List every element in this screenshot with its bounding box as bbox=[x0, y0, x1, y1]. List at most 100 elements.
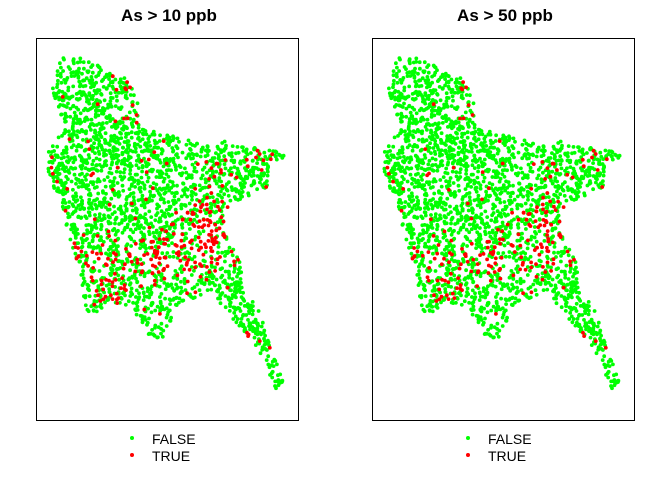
well-point-false bbox=[517, 188, 521, 193]
well-point-false bbox=[68, 237, 73, 242]
well-point-true bbox=[207, 210, 212, 215]
well-point-false bbox=[572, 282, 577, 286]
well-point-false bbox=[227, 309, 232, 313]
well-point-false bbox=[103, 138, 108, 143]
well-point-false bbox=[404, 106, 409, 111]
well-point-true bbox=[156, 245, 161, 250]
well-point-false bbox=[151, 181, 156, 186]
well-point-true bbox=[185, 291, 190, 296]
well-point-false bbox=[465, 286, 470, 291]
well-point-false bbox=[142, 205, 147, 210]
well-point-false bbox=[142, 186, 147, 191]
well-point-false bbox=[449, 300, 454, 305]
well-point-true bbox=[106, 256, 110, 261]
well-point-false bbox=[217, 184, 222, 189]
well-point-false bbox=[234, 286, 238, 291]
well-point-true bbox=[110, 187, 115, 192]
well-point-false bbox=[423, 156, 428, 160]
well-point-false bbox=[182, 281, 187, 286]
well-point-false bbox=[227, 245, 232, 250]
well-point-false bbox=[483, 209, 488, 214]
well-point-false bbox=[239, 191, 244, 196]
well-point-false bbox=[155, 304, 160, 309]
well-point-false bbox=[232, 311, 237, 315]
well-point-false bbox=[73, 166, 78, 171]
well-point-false bbox=[495, 170, 499, 174]
well-point-false bbox=[59, 80, 64, 85]
well-point-false bbox=[497, 179, 502, 184]
well-point-false bbox=[465, 236, 469, 241]
well-point-false bbox=[154, 275, 158, 279]
well-point-false bbox=[180, 299, 185, 303]
well-point-false bbox=[234, 151, 238, 156]
well-point-false bbox=[484, 144, 489, 148]
well-point-false bbox=[421, 96, 425, 101]
well-point-false bbox=[552, 146, 557, 151]
well-point-false bbox=[87, 124, 92, 129]
well-point-false bbox=[73, 229, 78, 234]
well-point-false bbox=[582, 193, 587, 198]
well-point-false bbox=[86, 153, 91, 157]
well-point-false bbox=[551, 220, 556, 225]
well-point-false bbox=[55, 144, 60, 149]
well-point-false bbox=[55, 171, 60, 175]
well-point-false bbox=[434, 200, 439, 205]
well-point-true bbox=[219, 170, 224, 175]
well-point-false bbox=[577, 313, 581, 318]
well-point-false bbox=[507, 254, 512, 259]
well-point-false bbox=[167, 283, 172, 288]
well-point-false bbox=[522, 258, 527, 262]
well-point-false bbox=[464, 168, 469, 173]
well-point-true bbox=[232, 263, 237, 268]
well-point-false bbox=[187, 201, 192, 206]
well-point-true bbox=[121, 266, 126, 271]
well-point-false bbox=[562, 296, 567, 300]
well-point-false bbox=[171, 134, 175, 139]
well-point-false bbox=[131, 230, 136, 235]
well-point-false bbox=[264, 358, 269, 362]
well-point-false bbox=[73, 234, 78, 238]
well-point-false bbox=[496, 307, 500, 312]
well-point-true bbox=[214, 228, 219, 233]
well-point-false bbox=[220, 291, 225, 295]
well-point-false bbox=[417, 138, 421, 142]
well-point-true bbox=[106, 229, 111, 234]
well-point-false bbox=[494, 219, 499, 224]
well-point-false bbox=[472, 153, 477, 158]
well-point-false bbox=[440, 121, 445, 125]
well-point-false bbox=[268, 373, 272, 377]
well-point-false bbox=[205, 170, 209, 175]
well-point-false bbox=[598, 172, 603, 176]
well-point-false bbox=[140, 320, 145, 325]
well-point-false bbox=[574, 309, 579, 313]
well-point-false bbox=[385, 153, 389, 158]
well-point-true bbox=[110, 74, 115, 79]
well-point-false bbox=[136, 198, 141, 203]
well-point-false bbox=[505, 186, 510, 190]
well-point-false bbox=[91, 246, 96, 251]
well-point-false bbox=[144, 132, 149, 137]
well-point-false bbox=[565, 282, 570, 287]
well-point-false bbox=[435, 238, 440, 243]
well-point-false bbox=[179, 279, 183, 284]
well-point-true bbox=[201, 217, 206, 222]
well-point-false bbox=[174, 303, 179, 307]
well-point-false bbox=[96, 73, 101, 77]
well-point-false bbox=[440, 74, 445, 79]
well-point-false bbox=[71, 117, 76, 121]
well-point-false bbox=[241, 290, 246, 295]
well-point-false bbox=[120, 177, 124, 182]
well-point-false bbox=[422, 210, 427, 215]
well-point-false bbox=[216, 287, 221, 292]
well-point-false bbox=[259, 332, 263, 337]
well-point-false bbox=[432, 73, 437, 77]
well-point-false bbox=[216, 192, 221, 197]
well-point-true bbox=[63, 208, 68, 213]
well-point-false bbox=[124, 197, 129, 202]
well-point-false bbox=[87, 206, 91, 211]
well-point-true bbox=[196, 248, 201, 253]
well-point-false bbox=[492, 335, 496, 340]
well-point-false bbox=[123, 302, 128, 307]
well-point-false bbox=[493, 186, 498, 191]
well-point-false bbox=[183, 236, 188, 240]
